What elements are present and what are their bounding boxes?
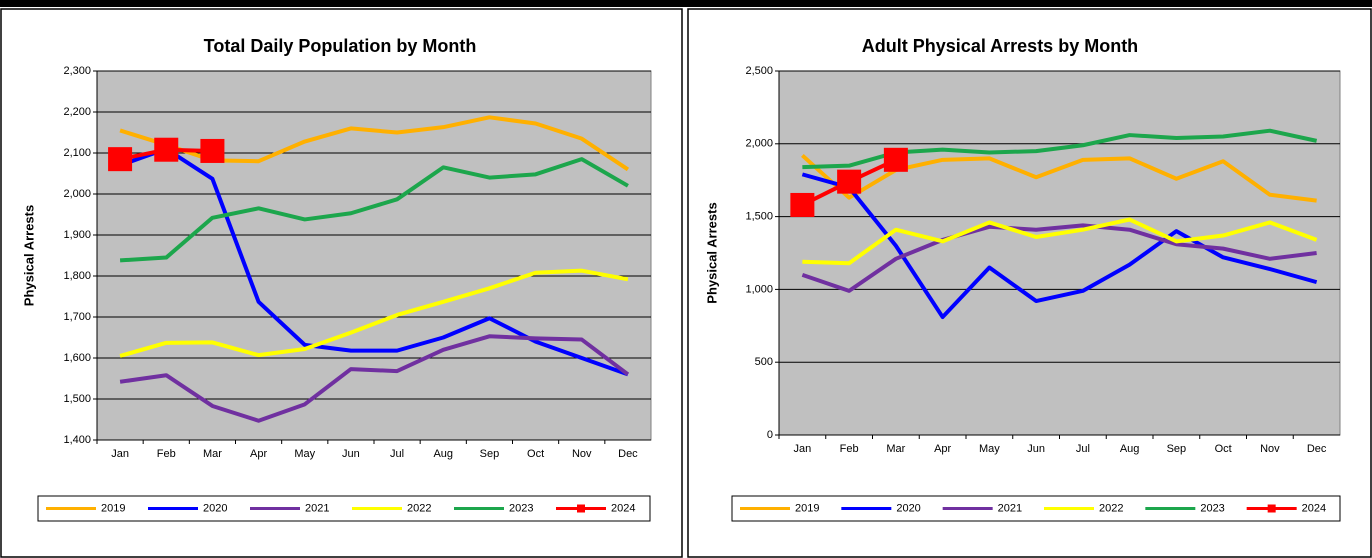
series-line (802, 217, 1318, 266)
x-tick-label: Jul (390, 448, 404, 460)
legend-label: 2024 (1302, 502, 1326, 514)
y-tick-label: 2,000 (745, 138, 773, 150)
legend-label: 2020 (203, 502, 227, 514)
chart-title: Adult Physical Arrests by Month (862, 36, 1138, 56)
series-line (801, 153, 1317, 203)
x-tick-label: Apr (934, 443, 951, 455)
legend-label: 2021 (998, 502, 1022, 514)
legend-label: 2021 (305, 502, 329, 514)
y-tick-label: 2,500 (745, 65, 773, 77)
series-line (119, 268, 629, 358)
series-line (801, 223, 1317, 293)
point-marker (790, 192, 815, 217)
point-marker (883, 147, 908, 172)
y-tick-label: 1,600 (63, 352, 91, 364)
x-tick-label: Dec (1307, 443, 1327, 455)
x-tick-label: Sep (1167, 443, 1187, 455)
x-tick-label: Aug (1120, 443, 1140, 455)
y-tick-label: 2,300 (63, 65, 91, 77)
x-tick-label: Nov (572, 448, 592, 460)
x-tick-label: Sep (480, 448, 500, 460)
point-marker (154, 137, 179, 162)
legend-label: 2024 (611, 502, 635, 514)
y-tick-label: 2,200 (63, 106, 91, 118)
legend-marker (577, 504, 585, 513)
x-tick-label: May (979, 443, 1000, 455)
x-tick-label: Jan (111, 448, 129, 460)
point-marker (200, 138, 225, 163)
y-tick-label: 1,900 (63, 229, 91, 241)
y-tick-label: 2,100 (63, 147, 91, 159)
y-tick-label: 1,500 (63, 393, 91, 405)
y-tick-label: 0 (767, 429, 773, 441)
chart-title: Total Daily Population by Month (204, 36, 477, 56)
series-line (119, 146, 629, 377)
x-tick-label: Jun (1027, 443, 1045, 455)
x-tick-label: Nov (1260, 443, 1280, 455)
y-tick-label: 1,500 (745, 211, 773, 223)
x-tick-label: Oct (1215, 443, 1232, 455)
y-tick-label: 2,000 (63, 188, 91, 200)
legend-label: 2019 (101, 502, 125, 514)
y-tick-label: 500 (755, 356, 773, 368)
legend-label: 2020 (896, 502, 920, 514)
point-marker (108, 147, 133, 172)
x-tick-label: Jun (342, 448, 360, 460)
y-axis-label: Physical Arrests (704, 202, 719, 303)
x-tick-label: Jul (1076, 443, 1090, 455)
x-tick-label: May (294, 448, 315, 460)
legend-box (731, 495, 1341, 522)
legend-label: 2023 (509, 502, 533, 514)
point-marker (837, 169, 862, 194)
series-line (119, 157, 629, 263)
top-bar (0, 0, 1372, 7)
x-tick-label: Feb (840, 443, 859, 455)
x-tick-label: Feb (157, 448, 176, 460)
x-tick-label: Jan (794, 443, 812, 455)
y-tick-label: 1,400 (63, 434, 91, 446)
y-tick-label: 1,800 (63, 270, 91, 282)
legend-marker (1267, 504, 1276, 513)
y-tick-label: 1,700 (63, 311, 91, 323)
legend-box (37, 495, 651, 522)
legend-label: 2023 (1200, 502, 1224, 514)
legend-label: 2022 (407, 502, 431, 514)
y-axis-label: Physical Arrests (21, 205, 36, 306)
legend-label: 2022 (1099, 502, 1123, 514)
x-tick-label: Mar (886, 443, 905, 455)
series-line (119, 334, 630, 423)
x-tick-label: Apr (250, 448, 267, 460)
x-tick-label: Oct (527, 448, 544, 460)
y-tick-label: 1,000 (745, 283, 773, 295)
x-tick-label: Dec (618, 448, 638, 460)
x-tick-label: Aug (433, 448, 453, 460)
x-tick-label: Mar (203, 448, 222, 460)
legend-label: 2019 (795, 502, 819, 514)
